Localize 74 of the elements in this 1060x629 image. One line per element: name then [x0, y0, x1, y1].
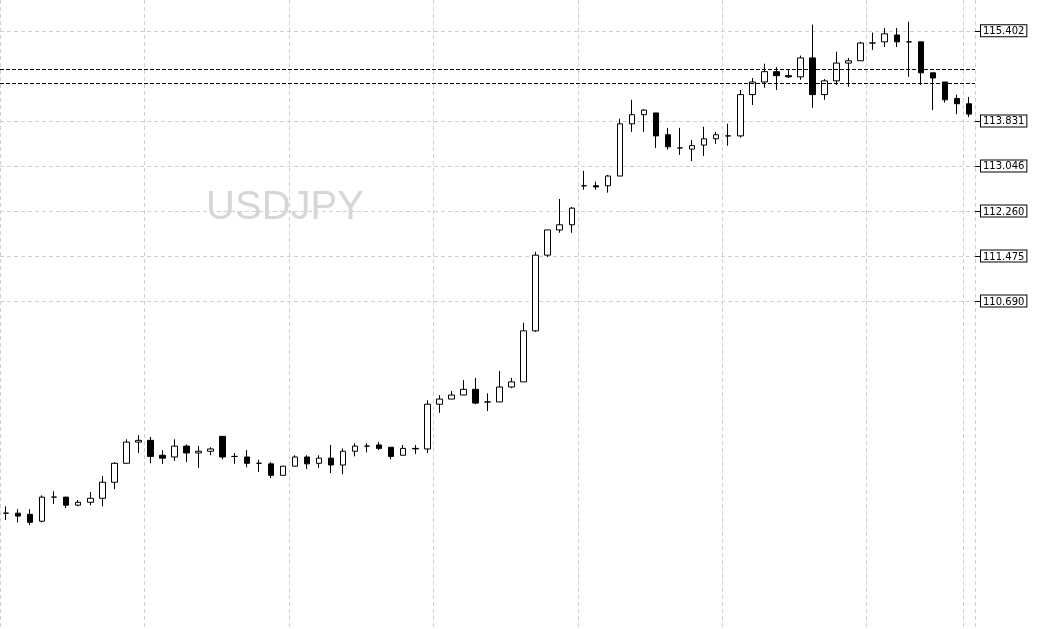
y-tick-label: 113.046: [983, 160, 1025, 172]
candlestick: [159, 449, 166, 465]
candlestick: [556, 198, 563, 234]
candlestick: [496, 370, 503, 403]
candlestick: [424, 399, 431, 454]
candlestick: [569, 206, 575, 234]
candlestick: [448, 390, 455, 400]
candlestick: [412, 444, 419, 455]
candlestick: [304, 454, 310, 470]
candlestick: [544, 229, 551, 258]
candlestick: [881, 27, 888, 48]
candlestick: [605, 174, 611, 194]
candlestick: [111, 461, 118, 490]
candlestick: [617, 118, 623, 177]
candlestick: [725, 123, 731, 147]
candlestick: [581, 170, 587, 191]
candlestick: [520, 322, 527, 383]
y-tick-label: 111.475: [983, 250, 1025, 262]
candlestick: [280, 465, 286, 476]
y-tick-label: 110.690: [983, 295, 1025, 307]
candlestick: [677, 127, 683, 156]
candlestick: [388, 446, 394, 460]
candlestick: [87, 491, 94, 506]
candlestick: [340, 447, 346, 475]
candlestick: [400, 444, 406, 456]
candlestick: [713, 131, 719, 145]
candlestick: [352, 442, 358, 457]
candlestick: [123, 438, 130, 464]
candlestick: [737, 89, 744, 139]
candlestick: [256, 459, 262, 473]
candlestick: [966, 96, 972, 118]
candlestick: [63, 496, 69, 509]
candlestick: [231, 452, 238, 465]
candlestick: [593, 181, 599, 191]
candlestick: [653, 112, 659, 149]
candlestick: [701, 126, 707, 157]
candlestick: [641, 108, 647, 133]
y-tick-label: 113.831: [983, 115, 1025, 127]
candlestick: [460, 379, 467, 396]
candlestick: [219, 435, 226, 460]
candlestick: [292, 454, 298, 467]
candlestick: [376, 441, 382, 451]
candlestick: [195, 445, 202, 469]
candlestick: [472, 377, 479, 405]
candlestick: [39, 494, 45, 523]
candlestick: [436, 394, 443, 414]
candlestick: [689, 139, 695, 162]
candlestick: [171, 438, 178, 462]
candlestick: [75, 499, 81, 507]
candlestick: [207, 446, 214, 456]
candlestick: [508, 377, 515, 389]
candlestick: [183, 443, 190, 463]
candlestick: [268, 461, 274, 479]
candlestick: [147, 436, 154, 464]
candlestick: [869, 32, 876, 51]
candlestick: [316, 454, 322, 469]
y-tick-label: 112.260: [983, 205, 1025, 217]
candlestick: [894, 27, 900, 48]
candlestick: [665, 127, 671, 151]
candlestick: [954, 94, 960, 115]
candlestick: [15, 508, 21, 523]
candlestick: [135, 434, 142, 454]
candlestick: [244, 449, 250, 468]
candlestick: [27, 508, 33, 526]
candlestick: [51, 490, 57, 505]
candlestick: [629, 99, 635, 133]
y-tick-label: 115.402: [983, 25, 1025, 37]
candlestick: [364, 442, 370, 453]
candlestick: [857, 41, 864, 62]
candlestick: [328, 444, 334, 474]
candlestick: [99, 475, 106, 507]
candlestick: [3, 505, 9, 521]
candlestick: [532, 251, 539, 333]
candlestick: [484, 392, 491, 412]
